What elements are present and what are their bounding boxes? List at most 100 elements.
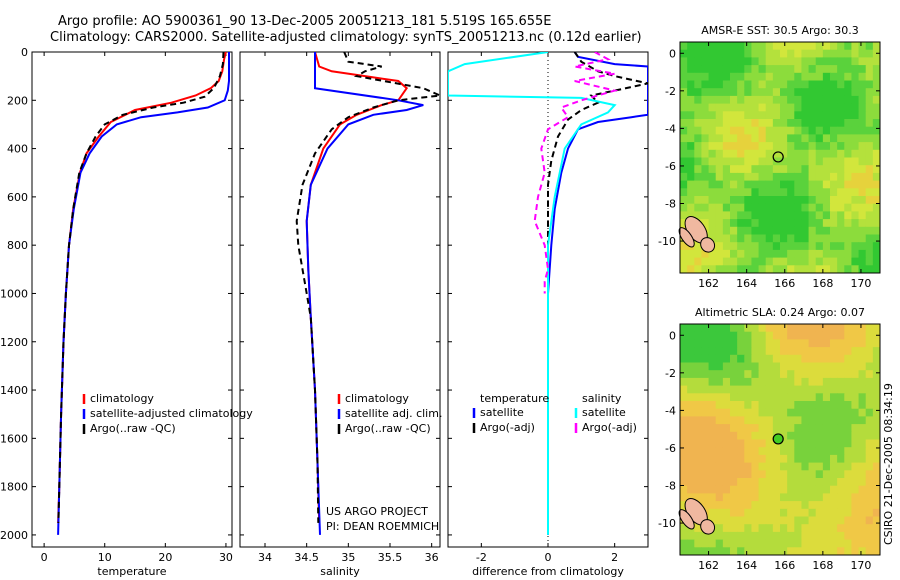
map-cell xyxy=(744,493,752,502)
map-cell xyxy=(830,165,838,174)
map-cell xyxy=(801,508,810,517)
map-cell xyxy=(701,408,710,417)
map-cell xyxy=(722,157,731,166)
map-cell xyxy=(772,88,781,97)
map-cell xyxy=(801,172,810,182)
map-cell xyxy=(730,188,738,197)
map-cell xyxy=(787,149,795,158)
map-cell xyxy=(794,211,802,220)
map-cell xyxy=(865,203,874,212)
map-cell xyxy=(872,149,881,158)
map-cell xyxy=(787,88,795,97)
map-cell xyxy=(730,242,738,251)
map-x-tick-label: 162 xyxy=(698,277,719,290)
map-cell xyxy=(708,88,717,97)
map-cell xyxy=(737,49,745,58)
map-cell xyxy=(708,478,717,487)
map-cell xyxy=(830,72,838,81)
map-cell xyxy=(715,354,724,363)
map-cell xyxy=(865,126,874,135)
map-cell xyxy=(844,331,852,340)
map-cell xyxy=(758,211,767,220)
map-cell xyxy=(744,172,752,182)
map-cell xyxy=(858,165,867,174)
map-cell xyxy=(680,470,688,479)
map-cell xyxy=(722,126,731,135)
map-cell xyxy=(737,516,745,525)
map-cell xyxy=(715,416,724,425)
map-cell xyxy=(772,416,781,425)
map-cell xyxy=(772,516,781,525)
map-cell xyxy=(815,478,824,487)
map-cell xyxy=(751,377,760,387)
map-cell xyxy=(787,439,795,448)
map-cell xyxy=(758,431,767,440)
map-cell xyxy=(872,370,881,379)
map-cell xyxy=(751,126,760,135)
map-cell xyxy=(765,539,774,548)
map-cell xyxy=(708,447,717,456)
map-cell xyxy=(722,203,731,212)
map-cell xyxy=(822,134,831,143)
map-cell xyxy=(830,393,838,402)
map-cell xyxy=(694,370,702,379)
map-cell xyxy=(708,49,717,58)
map-cell xyxy=(822,416,831,425)
map-cell xyxy=(772,485,781,494)
map-cell xyxy=(680,347,688,356)
map-cell xyxy=(830,370,838,379)
map-cell xyxy=(701,547,710,556)
map-cell xyxy=(680,42,688,51)
map-cell xyxy=(815,111,824,120)
map-cell xyxy=(701,149,710,158)
map-cell xyxy=(772,72,781,81)
map-cell xyxy=(680,119,688,128)
map-cell xyxy=(751,516,760,525)
map-cell xyxy=(844,172,852,182)
map-cell xyxy=(687,257,695,266)
map-cell xyxy=(758,493,767,502)
map-cell xyxy=(837,95,845,105)
map-cell xyxy=(758,234,767,243)
map-cell xyxy=(865,501,874,510)
map-cell xyxy=(737,88,745,97)
map-cell xyxy=(851,324,860,333)
legend-label: satellite adj. clim. xyxy=(345,407,442,420)
map-cell xyxy=(830,331,838,340)
map-cell xyxy=(694,485,702,494)
map-cell xyxy=(808,126,817,135)
map-cell xyxy=(758,354,767,363)
map-cell xyxy=(730,547,738,556)
map-cell xyxy=(765,211,774,220)
map-cell xyxy=(801,347,810,356)
map-cell xyxy=(715,501,724,510)
map-cell xyxy=(772,196,781,205)
salinity-frame xyxy=(239,51,441,548)
map-cell xyxy=(837,370,845,379)
map-cell xyxy=(730,524,738,533)
map-cell xyxy=(758,196,767,205)
map-cell xyxy=(844,188,852,197)
map-cell xyxy=(765,134,774,143)
map-cell xyxy=(844,72,852,81)
map-cell xyxy=(844,80,852,89)
map-cell xyxy=(765,72,774,81)
map-cell xyxy=(744,347,752,356)
map-cell xyxy=(851,339,860,348)
map-cell xyxy=(872,57,881,66)
map-cell xyxy=(780,265,788,274)
map-cell xyxy=(830,531,838,541)
series-line-salinity-argo-adj- xyxy=(533,52,619,294)
map-cell xyxy=(872,331,881,340)
map-cell xyxy=(708,531,717,541)
map-cell xyxy=(851,211,860,220)
map-cell xyxy=(680,188,688,197)
map-cell xyxy=(794,65,802,74)
map-cell xyxy=(708,508,717,517)
map-cell xyxy=(822,103,831,112)
x-tick-label: 36 xyxy=(425,551,439,564)
map-cell xyxy=(680,424,688,433)
map-cell xyxy=(780,424,788,433)
map-cell xyxy=(687,111,695,120)
map-cell xyxy=(822,370,831,379)
